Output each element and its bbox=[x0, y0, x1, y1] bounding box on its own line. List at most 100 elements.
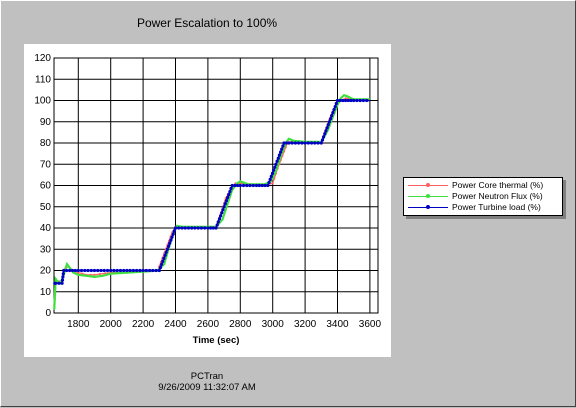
series-line-0 bbox=[53, 97, 370, 305]
series-point-2 bbox=[190, 226, 194, 230]
series-point-1 bbox=[85, 274, 88, 277]
series-point-2 bbox=[238, 183, 242, 188]
series-point-2 bbox=[223, 202, 227, 206]
series-point-1 bbox=[56, 280, 59, 283]
series-point-2 bbox=[313, 141, 317, 145]
series-point-2 bbox=[144, 268, 148, 273]
series-line-2 bbox=[54, 99, 370, 285]
series-point-2 bbox=[323, 132, 327, 136]
series-point-2 bbox=[325, 126, 329, 130]
legend-marker-neutron-flux bbox=[426, 194, 430, 198]
series-point-1 bbox=[239, 180, 242, 183]
series-point-2 bbox=[92, 268, 97, 273]
y-tick-label: 90 bbox=[40, 117, 52, 128]
series-point-2 bbox=[62, 268, 66, 273]
y-tick-label: 30 bbox=[40, 244, 52, 255]
series-point-1 bbox=[89, 275, 92, 278]
series-point-2 bbox=[217, 217, 222, 221]
series-point-1 bbox=[163, 263, 166, 266]
series-point-2 bbox=[333, 105, 337, 109]
series-point-2 bbox=[300, 141, 304, 145]
series-point-1 bbox=[224, 208, 227, 211]
x-tick-label: 3400 bbox=[326, 319, 349, 330]
series-point-2 bbox=[248, 183, 252, 188]
series-point-2 bbox=[57, 281, 61, 285]
series-point-2 bbox=[65, 268, 69, 273]
series-point-2 bbox=[228, 190, 232, 194]
series-point-2 bbox=[135, 268, 139, 273]
x-tick-label: 1800 bbox=[67, 319, 90, 330]
series-point-1 bbox=[342, 94, 346, 97]
series-point-2 bbox=[324, 129, 328, 133]
series-point-2 bbox=[241, 183, 246, 188]
series-point-0 bbox=[93, 273, 96, 276]
series-point-2 bbox=[86, 268, 90, 273]
series-point-2 bbox=[236, 183, 240, 188]
series-point-1 bbox=[109, 272, 112, 275]
series-point-2 bbox=[219, 214, 223, 218]
series-point-2 bbox=[341, 98, 345, 103]
series-point-2 bbox=[290, 141, 294, 145]
series-point-1 bbox=[346, 95, 349, 98]
series-point-2 bbox=[163, 253, 167, 257]
series-point-2 bbox=[158, 265, 163, 270]
series-point-2 bbox=[79, 268, 84, 273]
series-point-1 bbox=[221, 218, 224, 221]
series-point-1 bbox=[53, 307, 56, 310]
y-tick-label: 10 bbox=[40, 287, 52, 298]
series-point-2 bbox=[131, 268, 135, 273]
series-point-2 bbox=[266, 183, 270, 188]
series-point-2 bbox=[260, 183, 264, 188]
series-point-2 bbox=[251, 183, 255, 188]
series-point-2 bbox=[287, 141, 291, 145]
legend-marker-turbine-load bbox=[426, 205, 430, 209]
series-point-2 bbox=[211, 226, 215, 230]
series-point-0 bbox=[344, 97, 347, 100]
series-point-2 bbox=[89, 268, 93, 273]
series-point-2 bbox=[272, 168, 276, 172]
y-tick-label: 70 bbox=[40, 159, 52, 170]
series-point-1 bbox=[53, 302, 56, 305]
y-tick-label: 40 bbox=[40, 223, 52, 234]
series-point-2 bbox=[263, 183, 267, 188]
legend-item-core-thermal: Power Core thermal (%) bbox=[408, 180, 560, 191]
series-point-2 bbox=[349, 98, 353, 103]
y-tick-label: 50 bbox=[40, 202, 52, 213]
series-point-2 bbox=[221, 208, 225, 212]
y-tick-label: 100 bbox=[34, 96, 51, 107]
y-tick-label: 80 bbox=[40, 138, 52, 149]
series-point-2 bbox=[216, 220, 220, 224]
series-point-2 bbox=[329, 117, 333, 121]
series-point-2 bbox=[282, 141, 286, 145]
series-point-2 bbox=[171, 232, 175, 236]
series-point-2 bbox=[115, 268, 119, 273]
series-point-1 bbox=[97, 275, 100, 278]
series-point-2 bbox=[361, 98, 365, 103]
series-point-2 bbox=[275, 159, 279, 163]
series-point-2 bbox=[170, 235, 174, 239]
x-tick-label: 2600 bbox=[197, 319, 220, 330]
series-point-2 bbox=[177, 226, 181, 230]
series-point-2 bbox=[125, 268, 129, 273]
series-point-2 bbox=[112, 268, 116, 273]
series-point-2 bbox=[226, 196, 230, 200]
series-point-2 bbox=[54, 281, 58, 285]
series-point-2 bbox=[186, 226, 191, 230]
series-point-2 bbox=[206, 226, 210, 230]
series-point-2 bbox=[148, 268, 152, 273]
series-point-2 bbox=[180, 226, 184, 230]
series-point-2 bbox=[102, 268, 106, 273]
series-point-2 bbox=[320, 138, 325, 142]
series-point-2 bbox=[73, 268, 77, 273]
series-point-2 bbox=[61, 272, 65, 276]
series-point-0 bbox=[271, 182, 274, 185]
series-point-2 bbox=[61, 275, 65, 279]
series-point-2 bbox=[306, 141, 310, 145]
series-point-1 bbox=[54, 287, 57, 290]
series-point-2 bbox=[222, 205, 226, 209]
series-point-2 bbox=[70, 268, 75, 273]
series-point-2 bbox=[303, 141, 307, 145]
series-point-2 bbox=[60, 281, 64, 285]
series-point-2 bbox=[214, 226, 218, 230]
